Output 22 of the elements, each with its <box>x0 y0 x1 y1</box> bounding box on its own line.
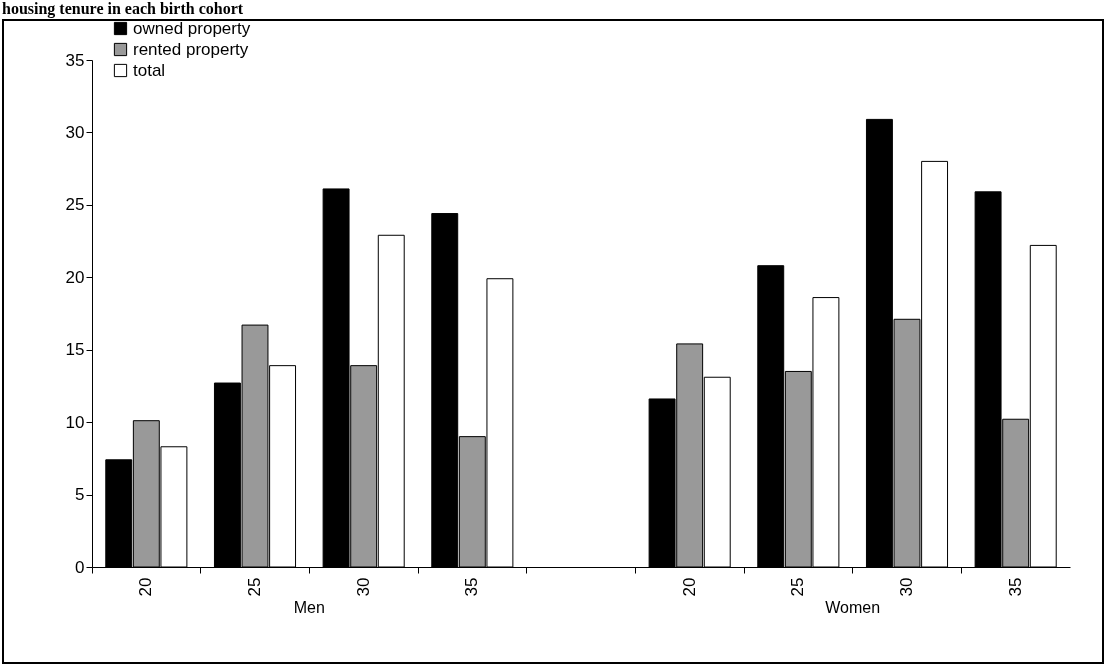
x-tick-label: 20 <box>136 577 156 597</box>
x-tick-label: 30 <box>897 577 916 597</box>
x-tick-label: 30 <box>353 577 373 597</box>
legend-label: rented property <box>133 39 249 59</box>
y-tick-label: 15 <box>65 340 85 360</box>
x-tick-label: 35 <box>462 577 482 597</box>
legend-label: total <box>133 60 166 80</box>
chart-title: housing tenure in each birth cohort <box>2 0 244 18</box>
x-tick-label: 25 <box>788 577 808 597</box>
x-tick-label: 25 <box>245 577 264 597</box>
text: Women <box>825 599 881 616</box>
x-tick-label: 20 <box>679 577 699 597</box>
text: Men <box>293 599 325 616</box>
y-tick-label: 20 <box>65 267 85 287</box>
y-tick-label: 25 <box>65 195 85 215</box>
y-tick-label: 30 <box>65 122 85 142</box>
y-tick-label: 0 <box>75 557 85 577</box>
y-tick-label: 35 <box>65 50 85 70</box>
y-tick-label: 5 <box>75 485 85 505</box>
y-tick-label: 10 <box>65 412 85 432</box>
legend-label: owned property <box>133 18 251 38</box>
x-tick-label: 35 <box>1005 577 1025 597</box>
